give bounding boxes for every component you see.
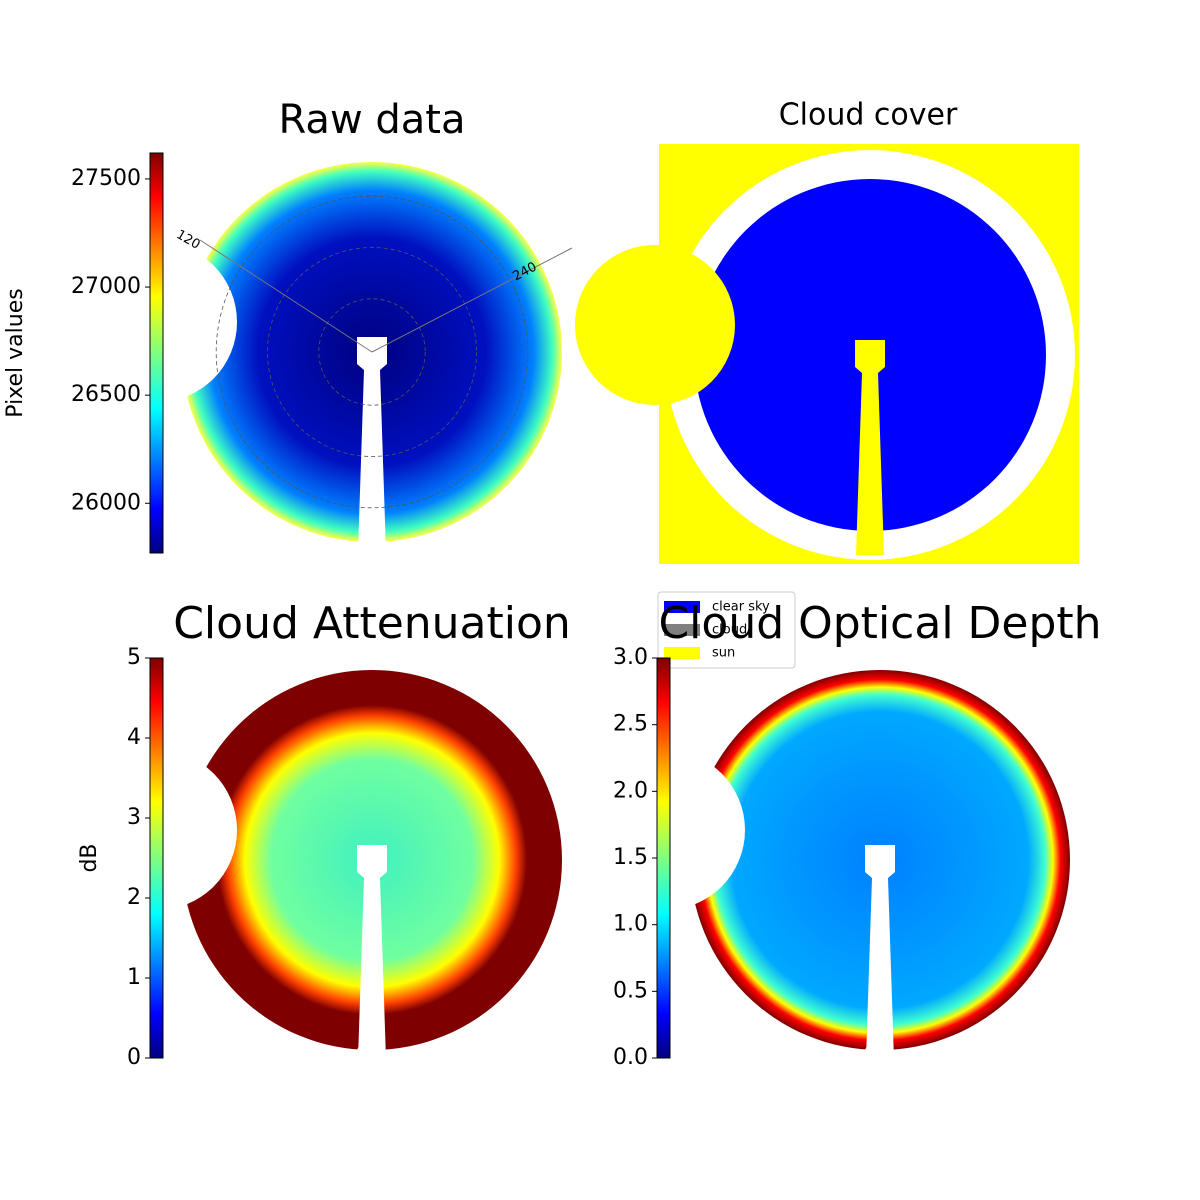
colorbar-label: Pixel values bbox=[3, 288, 28, 417]
legend-label: clear sky bbox=[712, 600, 770, 615]
legend-swatch bbox=[664, 624, 700, 636]
colorbar-tick-label: 4 bbox=[127, 725, 141, 750]
chart-title: Raw data bbox=[279, 97, 466, 143]
colorbar-tick-label: 26500 bbox=[71, 382, 141, 407]
mast bbox=[855, 340, 885, 555]
legend-swatch bbox=[664, 601, 700, 613]
colorbar-tick-label: 1 bbox=[127, 965, 141, 990]
colorbar bbox=[149, 657, 164, 1059]
sun-region bbox=[575, 245, 735, 405]
chart-title: Cloud cover bbox=[779, 98, 958, 133]
polar-spoke bbox=[199, 239, 373, 353]
colorbar-tick-label: 27500 bbox=[71, 166, 141, 191]
polar-spoke bbox=[371, 247, 573, 353]
legend-label: sun bbox=[712, 646, 735, 661]
colorbar-tick-label: 1.0 bbox=[613, 912, 648, 937]
colorbar-tick-label: 3 bbox=[127, 805, 141, 830]
colorbar-tick-label: 1.5 bbox=[613, 845, 648, 870]
chart-title: Cloud Optical Depth bbox=[658, 598, 1101, 649]
legend-swatch bbox=[664, 647, 700, 659]
chart-title: Cloud Attenuation bbox=[173, 598, 571, 649]
colorbar bbox=[149, 152, 164, 554]
colorbar-tick-label: 2.0 bbox=[613, 778, 648, 803]
colorbar-tick-label: 2.5 bbox=[613, 712, 648, 737]
colorbar-tick-label: 5 bbox=[127, 645, 141, 670]
colorbar-tick-label: 2 bbox=[127, 885, 141, 910]
polar-grid bbox=[267, 247, 477, 457]
mast bbox=[865, 845, 895, 1060]
polar-grid bbox=[215, 195, 529, 509]
colorbar-tick-label: 27000 bbox=[71, 274, 141, 299]
polar-grid bbox=[318, 298, 426, 406]
colorbar-tick-label: 3.0 bbox=[613, 645, 648, 670]
mast bbox=[357, 845, 387, 1060]
colorbar-tick-label: 0.5 bbox=[613, 978, 648, 1003]
colorbar bbox=[656, 657, 671, 1059]
colorbar-tick-label: 26000 bbox=[71, 490, 141, 515]
colorbar-tick-label: 0.0 bbox=[613, 1045, 648, 1070]
colorbar-label: dB bbox=[77, 843, 102, 872]
colorbar-tick-label: 0 bbox=[127, 1045, 141, 1070]
mast bbox=[357, 337, 387, 552]
legend-label: cloud bbox=[712, 623, 747, 638]
